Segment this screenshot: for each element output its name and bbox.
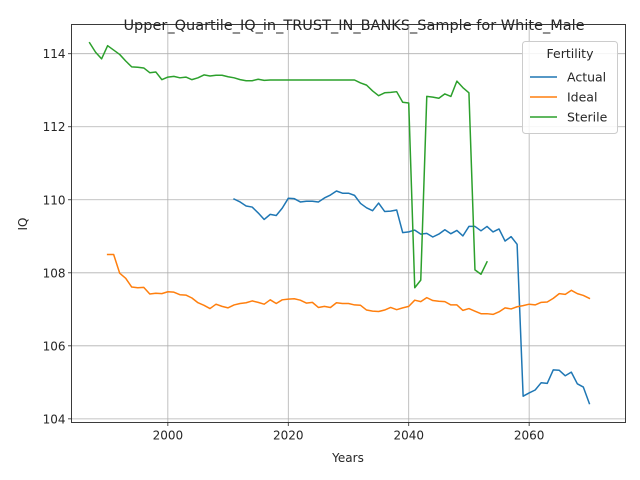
y-axis-ticks: 104 106 108 110 112 114 — [43, 47, 72, 426]
legend-label-sterile: Sterile — [567, 110, 608, 125]
x-tick-label: 2020 — [273, 429, 304, 443]
y-tick-label: 112 — [43, 120, 66, 134]
y-tick-label: 108 — [43, 266, 66, 280]
series-line-actual — [233, 190, 591, 405]
series-line-sterile — [88, 41, 489, 289]
series-layer — [88, 41, 591, 405]
y-tick-label: 106 — [43, 339, 66, 353]
y-tick-label: 110 — [43, 193, 66, 207]
x-axis-label: Years — [331, 451, 364, 465]
legend-label-actual: Actual — [567, 70, 606, 85]
y-tick-label: 104 — [43, 412, 66, 426]
legend-title: Fertility — [547, 46, 595, 61]
x-axis-ticks: 2000 2020 2040 2060 — [153, 422, 545, 443]
x-tick-label: 2060 — [514, 429, 545, 443]
chart-title: Upper_Quartile_IQ_in_TRUST_IN_BANKS_Samp… — [123, 18, 584, 34]
legend-label-ideal: Ideal — [567, 90, 597, 105]
y-tick-label: 114 — [43, 47, 66, 61]
plot-frame — [71, 24, 626, 423]
x-tick-label: 2000 — [153, 429, 184, 443]
legend-items: Actual Ideal Sterile — [530, 70, 608, 125]
legend-box — [522, 41, 618, 134]
x-tick-label: 2040 — [393, 429, 424, 443]
legend: Fertility Actual Ideal Sterile — [522, 41, 618, 134]
series-line-ideal — [106, 253, 591, 316]
y-axis-label: IQ — [16, 218, 30, 231]
